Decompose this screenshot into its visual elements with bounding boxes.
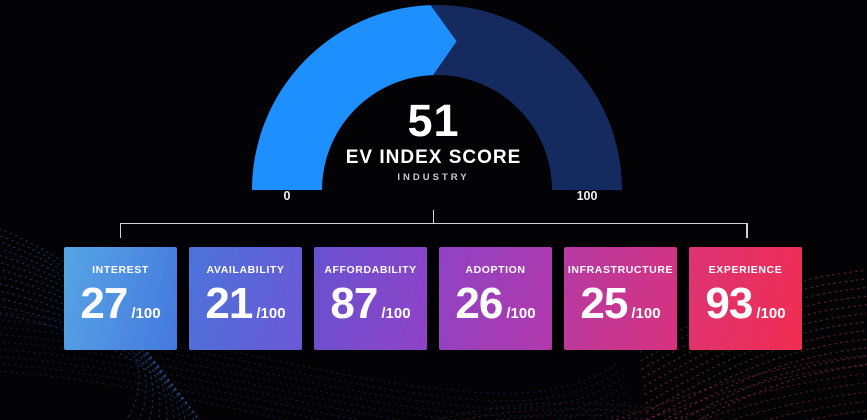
wave-line — [0, 341, 629, 420]
gauge-title: EV INDEX SCORE — [345, 147, 522, 168]
wave-line — [680, 355, 867, 420]
card-label: EXPERIENCE — [708, 264, 783, 276]
gauge-value-arc — [252, 5, 457, 190]
wave-line — [433, 402, 728, 420]
card-score-denominator: /100 — [506, 305, 536, 322]
card-score-denominator: /100 — [131, 305, 161, 322]
ev-index-gauge — [252, 5, 622, 190]
score-card-adoption: ADOPTION 26 /100 — [439, 247, 552, 350]
card-score-value: 21 — [205, 279, 253, 328]
card-score-value: 25 — [580, 279, 628, 328]
score-card-experience: EXPERIENCE 93 /100 — [689, 247, 802, 350]
card-label: ADOPTION — [465, 264, 526, 276]
wave-line — [861, 419, 867, 420]
wave-line — [0, 348, 631, 420]
wave-line — [613, 354, 867, 420]
score-card-availability: AVAILABILITY 21 /100 — [189, 247, 302, 350]
connector-tick-left — [119, 224, 121, 238]
card-score-value: 27 — [80, 279, 128, 328]
wave-line — [698, 382, 867, 420]
wave-line — [805, 410, 867, 420]
gauge-max-label: 100 — [576, 189, 598, 203]
card-label: AFFORDABILITY — [324, 264, 417, 276]
card-score: 21 /100 — [205, 282, 285, 326]
card-score: 25 /100 — [580, 282, 660, 326]
wave-line — [0, 370, 291, 420]
card-score-value: 93 — [705, 279, 753, 328]
wave-line — [0, 356, 633, 420]
wave-line — [641, 363, 867, 420]
gauge-score-value: 51 — [407, 95, 460, 146]
wave-line — [669, 373, 867, 420]
card-score-denominator: /100 — [381, 305, 411, 322]
card-label: INFRASTRUCTURE — [567, 264, 674, 276]
card-score-value: 26 — [455, 279, 503, 328]
connector-bar — [119, 222, 748, 224]
score-card-affordability: AFFORDABILITY 87 /100 — [314, 247, 427, 350]
card-score-value: 87 — [330, 279, 378, 328]
card-score: 26 /100 — [455, 282, 535, 326]
card-score-denominator: /100 — [631, 305, 661, 322]
gauge-min-label: 0 — [283, 189, 291, 203]
card-score: 87 /100 — [330, 282, 410, 326]
wave-line — [763, 400, 867, 420]
card-label: INTEREST — [92, 264, 149, 276]
card-score: 93 /100 — [705, 282, 785, 326]
card-label: AVAILABILITY — [206, 264, 285, 276]
wave-line — [729, 391, 867, 420]
card-score-denominator: /100 — [756, 305, 786, 322]
score-cards-row: INTEREST 27 /100 AVAILABILITY 21 /100 AF… — [64, 247, 802, 350]
card-score: 27 /100 — [80, 282, 160, 326]
score-card-interest: INTEREST 27 /100 — [64, 247, 177, 350]
wave-line — [697, 364, 867, 420]
connector-tick-right — [746, 224, 748, 238]
gauge-subtitle: INDUSTRY — [397, 172, 470, 183]
score-card-infrastructure: INFRASTRUCTURE 25 /100 — [564, 247, 677, 350]
wave-line — [663, 347, 867, 420]
wave-line — [493, 414, 655, 420]
connector-stem — [432, 210, 434, 223]
card-score-denominator: /100 — [256, 305, 286, 322]
wave-line — [459, 408, 695, 420]
wave-line — [0, 363, 635, 420]
